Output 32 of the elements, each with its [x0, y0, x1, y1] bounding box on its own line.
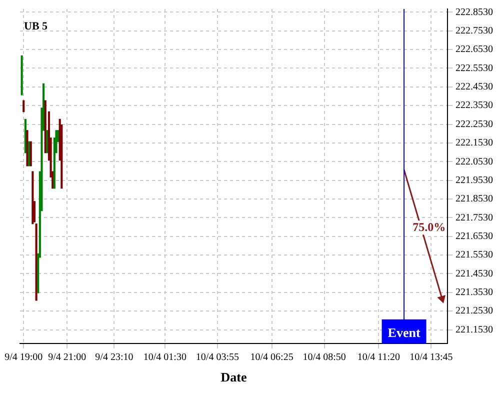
y-tick-label: 222.6530	[456, 44, 493, 56]
y-tick-label: 222.1530	[456, 138, 493, 149]
y-tick-label: 221.7530	[456, 212, 493, 224]
y-tick-label: 221.1530	[456, 324, 493, 336]
y-tick-label: 221.9530	[456, 174, 493, 186]
y-tick-label: 222.0530	[456, 156, 493, 168]
y-tick-label: 222.3530	[456, 100, 493, 112]
x-tick-label: 10/4 13:45	[410, 352, 453, 364]
y-tick-label: 222.4530	[456, 82, 493, 93]
x-tick-label: 9/4 23:10	[95, 352, 134, 364]
x-tick-label: 10/4 03:55	[196, 352, 239, 364]
y-tick-label: 221.3530	[456, 287, 493, 298]
y-tick-label: 222.7530	[456, 25, 493, 36]
x-tick-label: 10/4 08:50	[302, 352, 346, 364]
x-tick-label: 9/4 19:00	[4, 352, 43, 364]
y-tick-label: 221.8530	[456, 194, 493, 205]
y-tick-label: 221.2530	[456, 306, 493, 317]
candlestick	[22, 100, 25, 112]
y-tick-label: 221.6530	[456, 230, 493, 242]
text: UB 5	[24, 20, 48, 32]
x-tick-label: 10/4 06:25	[250, 352, 294, 364]
y-tick-label: 222.8530	[456, 6, 493, 18]
x-tick-label: 9/4 21:00	[48, 352, 86, 364]
y-tick-label: 222.2530	[456, 118, 493, 130]
y-tick-label: 221.4530	[456, 268, 493, 280]
annotation: 75.0%	[412, 220, 446, 234]
y-tick-label: 221.5530	[456, 250, 493, 261]
x-tick-label: 10/4 11:20	[357, 352, 400, 364]
x-axis-title: Date	[220, 370, 247, 385]
y-tick-label: 222.5530	[456, 62, 493, 74]
x-tick-label: 10/4 01:30	[143, 352, 186, 364]
ref-line-label: Event	[388, 324, 421, 340]
